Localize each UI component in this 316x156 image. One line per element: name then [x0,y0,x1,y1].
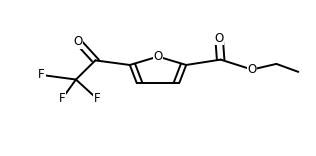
Text: F: F [38,68,45,81]
Text: F: F [94,92,100,105]
Text: F: F [59,92,66,105]
Text: O: O [215,32,224,45]
Text: O: O [74,35,83,48]
Text: O: O [153,50,163,63]
Text: O: O [247,63,257,76]
